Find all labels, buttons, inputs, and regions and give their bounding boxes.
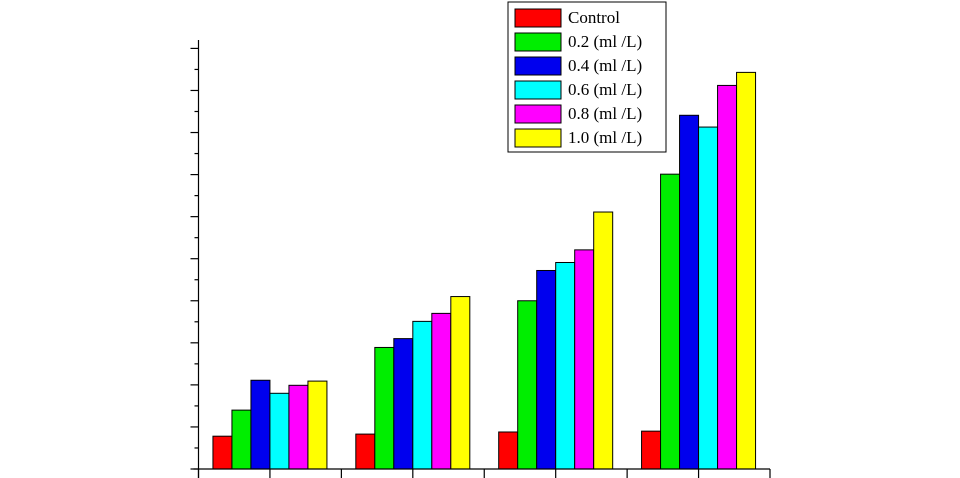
legend-swatch — [514, 56, 562, 76]
bar — [698, 126, 719, 470]
bar — [212, 435, 233, 470]
bar — [498, 431, 519, 470]
bar — [355, 433, 376, 470]
bar — [536, 269, 557, 470]
bar — [231, 409, 252, 470]
bar — [431, 312, 452, 470]
bar — [307, 380, 328, 470]
bar — [269, 392, 290, 470]
bar — [679, 114, 700, 470]
legend-swatch — [514, 32, 562, 52]
legend-swatch — [514, 80, 562, 100]
legend-label: Control — [568, 8, 620, 27]
bar — [250, 379, 271, 470]
legend-label: 1.0 (ml /L) — [568, 128, 642, 147]
legend-swatch — [514, 104, 562, 124]
bar — [412, 320, 433, 470]
bar — [374, 346, 395, 470]
bar — [593, 211, 614, 470]
bar — [717, 84, 738, 470]
legend-label: 0.6 (ml /L) — [568, 80, 642, 99]
legend-label: 0.4 (ml /L) — [568, 56, 642, 75]
bar — [288, 384, 309, 470]
bar — [574, 249, 595, 470]
bar — [517, 300, 538, 470]
bar — [641, 430, 662, 470]
bar — [555, 261, 576, 470]
legend-swatch — [514, 8, 562, 28]
legend-label: 0.8 (ml /L) — [568, 104, 642, 123]
legend-label: 0.2 (ml /L) — [568, 32, 642, 51]
bar — [736, 71, 757, 470]
bar — [660, 173, 681, 470]
bar — [393, 338, 414, 470]
bar — [450, 296, 471, 470]
legend-swatch — [514, 128, 562, 148]
